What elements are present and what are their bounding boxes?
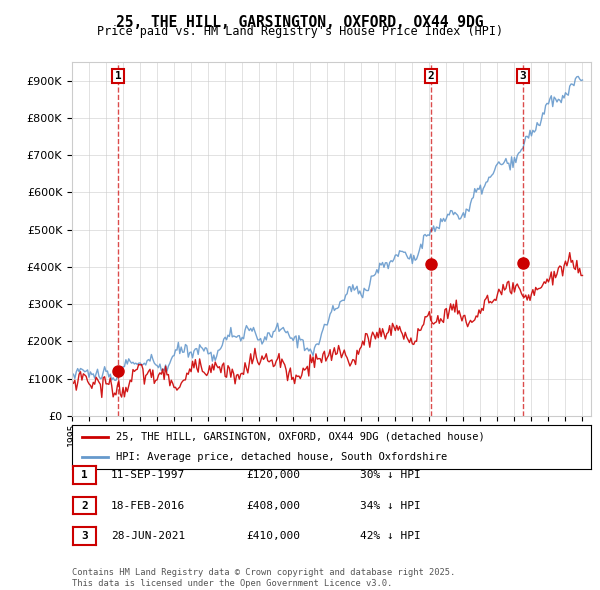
Text: 2: 2 bbox=[428, 71, 434, 81]
Text: 11-SEP-1997: 11-SEP-1997 bbox=[111, 470, 185, 480]
Text: 1: 1 bbox=[81, 470, 88, 480]
Text: £408,000: £408,000 bbox=[246, 501, 300, 510]
Text: 28-JUN-2021: 28-JUN-2021 bbox=[111, 532, 185, 541]
Text: 1: 1 bbox=[115, 71, 121, 81]
Text: 34% ↓ HPI: 34% ↓ HPI bbox=[360, 501, 421, 510]
Text: HPI: Average price, detached house, South Oxfordshire: HPI: Average price, detached house, Sout… bbox=[116, 452, 448, 462]
Text: 18-FEB-2016: 18-FEB-2016 bbox=[111, 501, 185, 510]
Text: Price paid vs. HM Land Registry's House Price Index (HPI): Price paid vs. HM Land Registry's House … bbox=[97, 25, 503, 38]
Text: 30% ↓ HPI: 30% ↓ HPI bbox=[360, 470, 421, 480]
Text: 25, THE HILL, GARSINGTON, OXFORD, OX44 9DG: 25, THE HILL, GARSINGTON, OXFORD, OX44 9… bbox=[116, 15, 484, 30]
Text: 3: 3 bbox=[520, 71, 526, 81]
Text: Contains HM Land Registry data © Crown copyright and database right 2025.
This d: Contains HM Land Registry data © Crown c… bbox=[72, 568, 455, 588]
Text: £410,000: £410,000 bbox=[246, 532, 300, 541]
Text: 42% ↓ HPI: 42% ↓ HPI bbox=[360, 532, 421, 541]
Text: £120,000: £120,000 bbox=[246, 470, 300, 480]
Text: 3: 3 bbox=[81, 532, 88, 541]
Text: 25, THE HILL, GARSINGTON, OXFORD, OX44 9DG (detached house): 25, THE HILL, GARSINGTON, OXFORD, OX44 9… bbox=[116, 432, 485, 442]
Text: 2: 2 bbox=[81, 501, 88, 510]
